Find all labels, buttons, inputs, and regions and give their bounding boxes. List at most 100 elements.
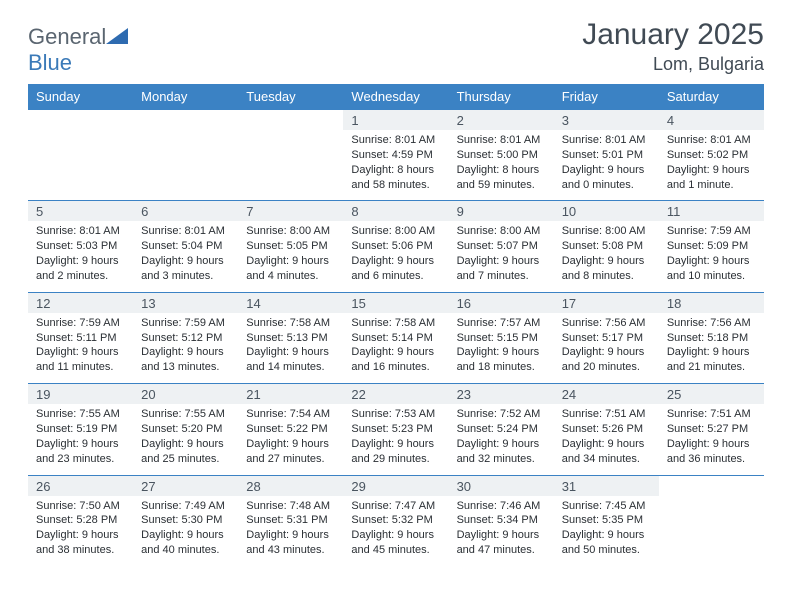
- day-number: 12: [28, 293, 133, 313]
- daylight-line: Daylight: 9 hours and 2 minutes.: [36, 254, 125, 284]
- sunrise-line: Sunrise: 7:54 AM: [246, 407, 335, 422]
- day-number: 29: [343, 476, 448, 496]
- calendar-day-cell: 21Sunrise: 7:54 AMSunset: 5:22 PMDayligh…: [238, 384, 343, 475]
- day-header: Friday: [554, 84, 659, 110]
- day-data: Sunrise: 7:56 AMSunset: 5:17 PMDaylight:…: [554, 313, 659, 383]
- daylight-line: Daylight: 9 hours and 4 minutes.: [246, 254, 335, 284]
- sunrise-line: Sunrise: 8:00 AM: [246, 224, 335, 239]
- calendar-day-cell: 7 Sunrise: 8:00 AMSunset: 5:05 PMDaylight…: [238, 201, 343, 292]
- day-data: Sunrise: 7:46 AMSunset: 5:34 PMDaylight:…: [449, 496, 554, 566]
- day-number: 17: [554, 293, 659, 313]
- calendar-day-cell: 0: [659, 475, 764, 566]
- sunset-line: Sunset: 5:05 PM: [246, 239, 335, 254]
- daylight-line: Daylight: 9 hours and 13 minutes.: [141, 345, 230, 375]
- sunrise-line: Sunrise: 7:46 AM: [457, 499, 546, 514]
- calendar-day-cell: 0: [238, 110, 343, 201]
- day-number: 30: [449, 476, 554, 496]
- day-number: 15: [343, 293, 448, 313]
- sunset-line: Sunset: 5:15 PM: [457, 331, 546, 346]
- sunset-line: Sunset: 5:09 PM: [667, 239, 756, 254]
- day-data: Sunrise: 8:00 AMSunset: 5:08 PMDaylight:…: [554, 221, 659, 291]
- calendar-day-cell: 9Sunrise: 8:00 AMSunset: 5:07 PMDaylight…: [449, 201, 554, 292]
- day-data: Sunrise: 7:48 AMSunset: 5:31 PMDaylight:…: [238, 496, 343, 566]
- sunrise-line: Sunrise: 7:58 AM: [351, 316, 440, 331]
- sunrise-line: Sunrise: 7:52 AM: [457, 407, 546, 422]
- calendar-day-cell: 19Sunrise: 7:55 AMSunset: 5:19 PMDayligh…: [28, 384, 133, 475]
- location: Lom, Bulgaria: [582, 54, 764, 75]
- daylight-line: Daylight: 9 hours and 0 minutes.: [562, 163, 651, 193]
- sunrise-line: Sunrise: 7:51 AM: [667, 407, 756, 422]
- sunrise-line: Sunrise: 8:01 AM: [141, 224, 230, 239]
- calendar-day-cell: 10Sunrise: 8:00 AMSunset: 5:08 PMDayligh…: [554, 201, 659, 292]
- day-header: Tuesday: [238, 84, 343, 110]
- calendar-day-cell: 26Sunrise: 7:50 AMSunset: 5:28 PMDayligh…: [28, 475, 133, 566]
- calendar-day-cell: 24Sunrise: 7:51 AMSunset: 5:26 PMDayligh…: [554, 384, 659, 475]
- daylight-line: Daylight: 9 hours and 10 minutes.: [667, 254, 756, 284]
- sunset-line: Sunset: 5:01 PM: [562, 148, 651, 163]
- daylight-line: Daylight: 9 hours and 11 minutes.: [36, 345, 125, 375]
- day-number: 14: [238, 293, 343, 313]
- sunset-line: Sunset: 5:32 PM: [351, 513, 440, 528]
- day-header: Thursday: [449, 84, 554, 110]
- day-number: 3: [554, 110, 659, 130]
- sunset-line: Sunset: 5:27 PM: [667, 422, 756, 437]
- day-number: 11: [659, 201, 764, 221]
- daylight-line: Daylight: 9 hours and 47 minutes.: [457, 528, 546, 558]
- sunrise-line: Sunrise: 7:47 AM: [351, 499, 440, 514]
- calendar-day-cell: 3Sunrise: 8:01 AMSunset: 5:01 PMDaylight…: [554, 110, 659, 201]
- day-data: Sunrise: 8:01 AMSunset: 5:03 PMDaylight:…: [28, 221, 133, 291]
- day-number: 1: [343, 110, 448, 130]
- sunrise-line: Sunrise: 8:01 AM: [667, 133, 756, 148]
- sunrise-line: Sunrise: 8:00 AM: [562, 224, 651, 239]
- day-data: Sunrise: 8:01 AMSunset: 5:01 PMDaylight:…: [554, 130, 659, 200]
- sunset-line: Sunset: 5:30 PM: [141, 513, 230, 528]
- daylight-line: Daylight: 9 hours and 20 minutes.: [562, 345, 651, 375]
- day-number: 31: [554, 476, 659, 496]
- day-number: 7: [238, 201, 343, 221]
- day-number: 13: [133, 293, 238, 313]
- sunrise-line: Sunrise: 8:00 AM: [351, 224, 440, 239]
- sunrise-line: Sunrise: 7:59 AM: [36, 316, 125, 331]
- sunrise-line: Sunrise: 7:48 AM: [246, 499, 335, 514]
- daylight-line: Daylight: 9 hours and 6 minutes.: [351, 254, 440, 284]
- logo-triangle-icon: [106, 28, 128, 44]
- day-number: 18: [659, 293, 764, 313]
- daylight-line: Daylight: 9 hours and 18 minutes.: [457, 345, 546, 375]
- day-number: 5: [28, 201, 133, 221]
- calendar-day-cell: 28Sunrise: 7:48 AMSunset: 5:31 PMDayligh…: [238, 475, 343, 566]
- day-number: 16: [449, 293, 554, 313]
- daylight-line: Daylight: 8 hours and 59 minutes.: [457, 163, 546, 193]
- sunset-line: Sunset: 5:03 PM: [36, 239, 125, 254]
- day-data: Sunrise: 7:58 AMSunset: 5:14 PMDaylight:…: [343, 313, 448, 383]
- title-block: January 2025 Lom, Bulgaria: [582, 18, 764, 75]
- daylight-line: Daylight: 9 hours and 34 minutes.: [562, 437, 651, 467]
- day-number: 23: [449, 384, 554, 404]
- logo-text: GeneralBlue: [28, 24, 128, 76]
- daylight-line: Daylight: 9 hours and 14 minutes.: [246, 345, 335, 375]
- calendar-day-cell: 0: [28, 110, 133, 201]
- day-data: Sunrise: 7:45 AMSunset: 5:35 PMDaylight:…: [554, 496, 659, 566]
- calendar-day-cell: 29Sunrise: 7:47 AMSunset: 5:32 PMDayligh…: [343, 475, 448, 566]
- daylight-line: Daylight: 9 hours and 40 minutes.: [141, 528, 230, 558]
- day-data: Sunrise: 7:51 AMSunset: 5:27 PMDaylight:…: [659, 404, 764, 474]
- calendar-body: 0 0 0 1Sunrise: 8:01 AMSunset: 4:59 PMDa…: [28, 110, 764, 566]
- sunset-line: Sunset: 5:18 PM: [667, 331, 756, 346]
- day-header: Wednesday: [343, 84, 448, 110]
- day-data: Sunrise: 7:59 AMSunset: 5:12 PMDaylight:…: [133, 313, 238, 383]
- calendar-day-cell: 1Sunrise: 8:01 AMSunset: 4:59 PMDaylight…: [343, 110, 448, 201]
- calendar-day-cell: 22Sunrise: 7:53 AMSunset: 5:23 PMDayligh…: [343, 384, 448, 475]
- day-header: Saturday: [659, 84, 764, 110]
- day-data: Sunrise: 7:50 AMSunset: 5:28 PMDaylight:…: [28, 496, 133, 566]
- day-data: Sunrise: 8:01 AMSunset: 5:00 PMDaylight:…: [449, 130, 554, 200]
- calendar-day-cell: 31Sunrise: 7:45 AMSunset: 5:35 PMDayligh…: [554, 475, 659, 566]
- sunrise-line: Sunrise: 7:45 AM: [562, 499, 651, 514]
- calendar-day-cell: 8Sunrise: 8:00 AMSunset: 5:06 PMDaylight…: [343, 201, 448, 292]
- day-data: Sunrise: 8:01 AMSunset: 5:04 PMDaylight:…: [133, 221, 238, 291]
- sunset-line: Sunset: 5:06 PM: [351, 239, 440, 254]
- sunrise-line: Sunrise: 7:55 AM: [141, 407, 230, 422]
- daylight-line: Daylight: 9 hours and 25 minutes.: [141, 437, 230, 467]
- day-data: Sunrise: 7:53 AMSunset: 5:23 PMDaylight:…: [343, 404, 448, 474]
- day-data: Sunrise: 7:57 AMSunset: 5:15 PMDaylight:…: [449, 313, 554, 383]
- day-number: 28: [238, 476, 343, 496]
- logo-text-general: General: [28, 24, 106, 49]
